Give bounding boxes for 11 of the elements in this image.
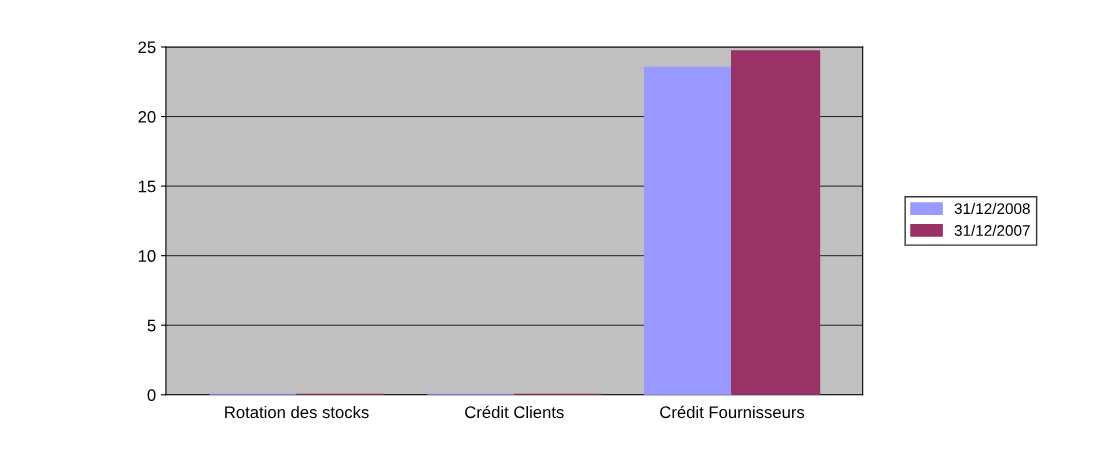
legend-label: 31/12/2007 [954, 224, 1030, 236]
x-tick-label: Rotation des stocks [225, 405, 369, 419]
x-tick-label: Crédit Fournisseurs [660, 405, 805, 419]
y-tick-label: 15 [138, 180, 156, 193]
x-tick-label: Crédit Clients [465, 405, 564, 419]
y-tick-label: 0 [147, 389, 156, 401]
legend-label: 31/12/2008 [954, 202, 1030, 215]
y-tick-label: 20 [138, 110, 156, 123]
y-tick-label: 10 [138, 250, 156, 262]
y-tick-label: 5 [147, 319, 156, 332]
y-tick-label: 25 [138, 41, 156, 54]
